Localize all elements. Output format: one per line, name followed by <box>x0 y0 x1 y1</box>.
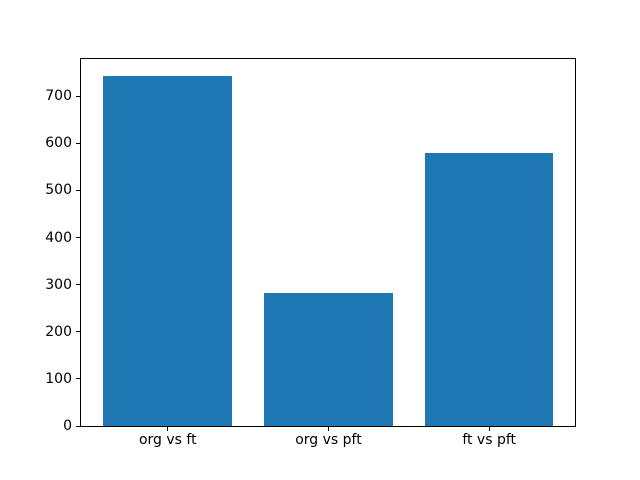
y-tick-mark-100 <box>76 378 80 380</box>
y-tick-label-400: 400 <box>45 229 72 246</box>
bar-ft-vs-pft <box>424 153 554 426</box>
y-tick-mark-300 <box>76 284 80 286</box>
x-tick-label-org-vs-ft: org vs ft <box>138 432 197 448</box>
y-tick-label-200: 200 <box>45 323 72 340</box>
bar-org-vs-pft <box>264 292 393 426</box>
y-tick-mark-500 <box>76 189 80 191</box>
y-tick-label-100: 100 <box>45 370 72 387</box>
bar-org-vs-ft <box>103 75 233 426</box>
y-tick-mark-200 <box>76 331 80 333</box>
y-tick-label-300: 300 <box>45 276 72 293</box>
y-tick-label-600: 600 <box>45 135 72 152</box>
y-tick-mark-400 <box>76 237 80 239</box>
x-tick-mark-1 <box>167 427 169 431</box>
x-tick-mark-2 <box>327 427 329 431</box>
x-tick-label-org-vs-pft: org vs pft <box>295 432 362 448</box>
y-tick-mark-0 <box>76 425 80 427</box>
plot-area <box>80 58 576 427</box>
y-tick-mark-700 <box>76 95 80 97</box>
y-tick-label-0: 0 <box>63 418 72 434</box>
y-tick-label-500: 500 <box>45 182 72 199</box>
x-tick-mark-3 <box>488 427 490 431</box>
x-tick-label-ft-vs-pft: ft vs pft <box>462 432 517 448</box>
y-tick-mark-600 <box>76 142 80 144</box>
y-tick-label-700: 700 <box>45 88 72 105</box>
